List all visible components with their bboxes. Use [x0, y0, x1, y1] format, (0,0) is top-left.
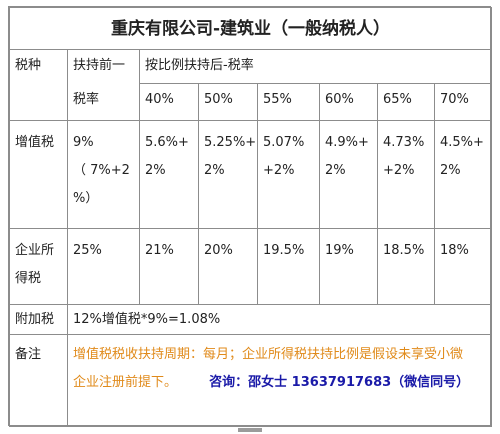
cit-value-cell: 18% — [433, 228, 493, 305]
cit-value: 21% — [145, 243, 174, 258]
tax-table-frame: 重庆有限公司-建筑业（一般纳税人） 税种 扶持前一 税率 按比例扶持后-税率 4… — [8, 6, 493, 427]
vat-value-cell: 5.25%+ 2% — [198, 120, 258, 229]
contact-info: 咨询：邵女士 13637917683（微信同号） — [209, 375, 470, 390]
header-percentage-label: 40% — [145, 92, 174, 107]
remarks-text-line2-wrapper: 企业注册前提下。 咨询：邵女士 13637917683（微信同号） — [73, 369, 491, 397]
surcharge-label: 附加税 — [9, 304, 68, 335]
vat-value-line1: 4.9%+ — [325, 135, 369, 150]
remarks-row: 备注 增值税税收扶持周期：每月；企业所得税扶持比例是假设未享受小微 企业注册前提… — [9, 334, 493, 427]
header-post-support-rate: 按比例扶持后-税率 — [138, 49, 493, 84]
header-post-support-label: 按比例扶持后-税率 — [145, 58, 254, 73]
cit-value: 20% — [204, 243, 233, 258]
cit-label-line2: 得税 — [15, 271, 42, 286]
remarks-text-line1: 增值税税收扶持周期：每月；企业所得税扶持比例是假设未享受小微 — [73, 347, 464, 362]
cit-value: 19% — [325, 243, 354, 258]
cit-row: 企业所 得税 25% 21% 20% 19.5% 19% 18.5% 18% — [9, 228, 493, 305]
remarks-label-cell: 备注 — [9, 334, 68, 427]
remarks-text-line2: 企业注册前提下。 — [73, 375, 178, 390]
cit-value: 18% — [440, 243, 469, 258]
cit-value-cell: 20% — [198, 228, 258, 305]
vat-base-line1: 9% — [73, 135, 94, 150]
vat-value-line1: 5.6%+ — [145, 135, 189, 150]
vat-value-line1: 4.5%+ — [440, 135, 484, 150]
header-percentage-label: 60% — [325, 92, 354, 107]
vat-value-line2: 2% — [145, 163, 166, 178]
title-row: 重庆有限公司-建筑业（一般纳税人） — [8, 7, 493, 50]
bottom-scroll-mark — [238, 428, 262, 432]
header-percentage: 40% — [139, 83, 199, 121]
header-row-2: 40% 50% 55% 60% 65% 70% — [10, 83, 493, 121]
vat-value-line2: +2% — [383, 163, 415, 178]
vat-value-line1: 5.25%+ — [204, 135, 257, 150]
cit-value-cell: 21% — [139, 228, 199, 305]
vat-value-cell: 5.07% +2% — [257, 120, 320, 229]
header-percentage-label: 55% — [263, 92, 292, 107]
header-pre-support-line2: 税率 — [73, 92, 100, 107]
header-tax-type-label: 税种 — [15, 58, 42, 73]
header-percentage: 65% — [377, 83, 435, 121]
vat-value-line2: +2% — [263, 163, 295, 178]
vat-value-line2: 2% — [325, 163, 346, 178]
surcharge-value: 12%增值税*9%=1.08% — [66, 304, 493, 335]
cit-value-cell: 19.5% — [257, 228, 320, 305]
tax-rate-table: 重庆有限公司-建筑业（一般纳税人） 税种 扶持前一 税率 按比例扶持后-税率 4… — [8, 7, 493, 427]
cit-value-cell: 19% — [319, 228, 378, 305]
remarks-label: 备注 — [15, 347, 42, 362]
vat-base-line3: %） — [73, 191, 99, 206]
cit-label-cell: 企业所 得税 — [9, 228, 68, 305]
cit-value: 19.5% — [263, 243, 305, 258]
vat-label: 增值税 — [15, 135, 55, 150]
vat-value-cell: 4.9%+ 2% — [319, 120, 378, 229]
header-percentage: 55% — [257, 83, 320, 121]
vat-row: 增值税 9% （ 7%+2 %） 5.6%+ 2% 5.25%+ 2% 5.07% +… — [9, 120, 493, 229]
vat-value-cell: 4.73% +2% — [377, 120, 435, 229]
vat-value-cell: 4.5%+ 2% — [433, 120, 493, 229]
header-tax-type: 税种 — [9, 49, 68, 121]
cit-value-cell: 18.5% — [377, 228, 435, 305]
cit-base-cell: 25% — [67, 228, 140, 305]
header-percentage-label: 65% — [383, 92, 412, 107]
vat-label-cell: 增值税 — [9, 120, 68, 229]
vat-base-line2: （ 7%+2 — [73, 163, 130, 178]
vat-value-line2: 2% — [440, 163, 461, 178]
vat-value-line2: 2% — [204, 163, 225, 178]
vat-value-line1: 5.07% — [263, 135, 305, 150]
cit-label-line1: 企业所 — [15, 243, 55, 258]
header-percentage: 60% — [319, 83, 378, 121]
table-title: 重庆有限公司-建筑业（一般纳税人） — [8, 7, 493, 50]
header-percentage-label: 50% — [204, 92, 233, 107]
header-percentage: 50% — [198, 83, 258, 121]
header-pre-support-rate: 扶持前一 税率 — [67, 49, 140, 121]
cit-value: 18.5% — [383, 243, 425, 258]
vat-value-line1: 4.73% — [383, 135, 425, 150]
vat-value-cell: 5.6%+ 2% — [139, 120, 199, 229]
header-percentage: 70% — [433, 83, 493, 121]
header-row-1: 税种 扶持前一 税率 按比例扶持后-税率 — [9, 49, 493, 121]
header-pre-support-line1: 扶持前一 — [73, 58, 126, 73]
cit-base: 25% — [73, 243, 102, 258]
remarks-content: 增值税税收扶持周期：每月；企业所得税扶持比例是假设未享受小微 企业注册前提下。 … — [66, 334, 493, 427]
surcharge-row: 附加税 12%增值税*9%=1.08% — [9, 304, 493, 335]
header-percentage-label: 70% — [440, 92, 469, 107]
vat-base-cell: 9% （ 7%+2 %） — [67, 120, 140, 229]
